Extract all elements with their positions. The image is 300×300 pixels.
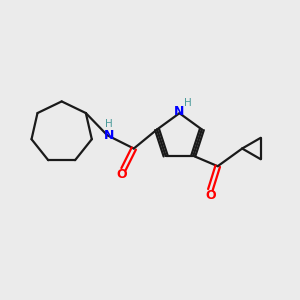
Text: H: H bbox=[184, 98, 192, 108]
Text: O: O bbox=[205, 189, 216, 202]
Text: N: N bbox=[174, 105, 184, 118]
Text: O: O bbox=[117, 168, 127, 181]
Text: H: H bbox=[105, 119, 113, 129]
Text: N: N bbox=[103, 129, 114, 142]
